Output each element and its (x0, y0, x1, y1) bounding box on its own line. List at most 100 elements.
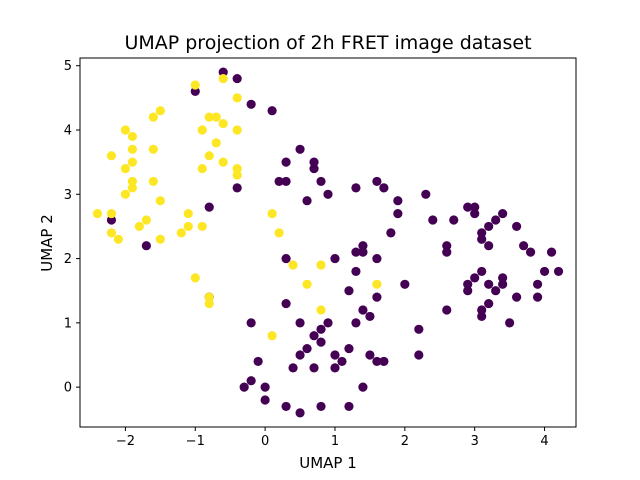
scatter-point-purple-49 (330, 350, 340, 360)
scatter-point-purple-19 (351, 183, 361, 193)
scatter-point-purple-14 (274, 176, 284, 187)
scatter-point-purple-24 (386, 228, 396, 238)
scatter-point-yellow-49 (372, 279, 382, 289)
scatter-point-purple-20 (372, 176, 382, 187)
axes-layer: −2 −1 0 1 2 3 4 0 1 2 3 4 5 (64, 57, 577, 449)
scatter-point-purple-98 (505, 318, 515, 328)
scatter-point-purple-33 (372, 292, 382, 302)
scatter-point-purple-7 (204, 202, 214, 212)
scatter-point-purple-5 (141, 241, 151, 251)
scatter-point-purple-8 (232, 183, 242, 193)
scatter-point-purple-22 (393, 196, 403, 206)
scatter-point-purple-97 (477, 311, 487, 322)
scatter-point-purple-78 (484, 221, 494, 232)
y-tick-label: 4 (64, 124, 72, 139)
scatter-point-purple-61 (260, 395, 270, 405)
scatter-point-purple-48 (309, 363, 319, 373)
scatter-point-purple-67 (414, 350, 424, 360)
scatter-point-purple-64 (316, 401, 326, 412)
scatter-point-purple-1 (232, 73, 242, 84)
scatter-point-purple-99 (532, 279, 543, 289)
scatter-point-purple-65 (344, 401, 354, 412)
x-tick-label: 1 (331, 434, 339, 449)
scatter-point-purple-81 (512, 221, 522, 232)
y-tick-label: 1 (64, 316, 72, 331)
scatter-point-purple-23 (393, 208, 403, 219)
scatter-point-purple-54 (365, 350, 375, 360)
y-tick-label: 0 (64, 381, 72, 396)
scatter-point-yellow-28 (211, 138, 221, 148)
scatter-point-purple-46 (295, 350, 305, 360)
scatter-point-purple-80 (498, 208, 508, 219)
scatter-point-yellow-35 (232, 163, 242, 174)
scatter-point-purple-52 (330, 363, 340, 373)
scatter-point-purple-85 (463, 279, 473, 289)
scatter-point-yellow-41 (204, 298, 214, 309)
scatter-point-yellow-48 (267, 331, 277, 341)
scatter-point-purple-91 (484, 298, 494, 309)
x-tick-label: −2 (116, 434, 135, 449)
scatter-point-purple-32 (344, 286, 354, 296)
scatter-point-purple-72 (442, 247, 452, 257)
scatter-point-yellow-9 (127, 157, 137, 167)
scatter-point-yellow-39 (218, 73, 228, 84)
y-tick-label: 3 (64, 188, 72, 203)
scatter-point-purple-11 (295, 144, 305, 154)
scatter-point-yellow-23 (183, 208, 193, 219)
scatter-point-purple-2 (246, 99, 256, 109)
scatter-point-yellow-33 (232, 125, 242, 135)
scatter-point-yellow-3 (113, 234, 124, 244)
points-layer (92, 67, 564, 418)
scatter-point-purple-82 (519, 241, 529, 251)
scatter-point-purple-42 (316, 324, 326, 334)
scatter-point-yellow-17 (155, 196, 165, 206)
scatter-point-purple-37 (281, 298, 291, 309)
scatter-point-purple-29 (351, 266, 361, 277)
scatter-point-purple-88 (484, 279, 494, 289)
scatter-point-yellow-18 (155, 234, 165, 244)
scatter-point-yellow-32 (218, 118, 228, 129)
scatter-point-yellow-26 (197, 163, 207, 174)
scatter-point-purple-59 (246, 376, 256, 386)
scatter-point-yellow-47 (316, 305, 326, 315)
scatter-point-purple-17 (316, 176, 326, 187)
scatter-point-yellow-45 (302, 279, 312, 289)
scatter-point-purple-38 (281, 253, 291, 264)
scatter-point-purple-69 (428, 215, 438, 225)
scatter-point-yellow-1 (106, 208, 117, 219)
scatter-point-purple-77 (477, 228, 487, 238)
scatter-point-purple-39 (246, 318, 256, 328)
scatter-point-purple-90 (491, 286, 501, 296)
scatter-point-yellow-21 (176, 228, 186, 238)
scatter-point-purple-60 (260, 382, 270, 392)
x-tick-label: 3 (471, 434, 479, 449)
scatter-point-purple-94 (512, 292, 522, 302)
scatter-point-yellow-31 (211, 112, 221, 122)
scatter-point-yellow-37 (232, 93, 242, 103)
scatter-point-yellow-14 (141, 215, 151, 225)
scatter-point-yellow-10 (127, 144, 137, 154)
scatter-point-purple-57 (253, 356, 263, 367)
scatter-point-yellow-4 (120, 189, 131, 199)
scatter-point-purple-40 (295, 318, 305, 328)
scatter-point-yellow-42 (267, 208, 277, 219)
scatter-point-purple-34 (358, 305, 368, 315)
scatter-point-purple-4 (190, 86, 200, 97)
scatter-point-yellow-20 (155, 106, 165, 116)
scatter-point-purple-13 (309, 163, 319, 174)
scatter-point-purple-95 (532, 292, 543, 302)
scatter-point-purple-53 (358, 382, 368, 392)
scatter-point-purple-76 (477, 234, 487, 244)
scatter-point-yellow-12 (120, 125, 131, 135)
scatter-point-purple-36 (351, 318, 361, 328)
scatter-point-purple-92 (477, 305, 487, 315)
scatter-point-purple-44 (316, 337, 326, 347)
scatter-point-yellow-40 (204, 292, 214, 302)
scatter-point-purple-87 (477, 266, 487, 277)
scatter-point-purple-68 (421, 189, 431, 199)
scatter-point-yellow-24 (190, 273, 200, 283)
scatter-point-purple-10 (281, 157, 291, 167)
plot-frame (79, 57, 577, 428)
scatter-point-yellow-27 (204, 151, 214, 161)
